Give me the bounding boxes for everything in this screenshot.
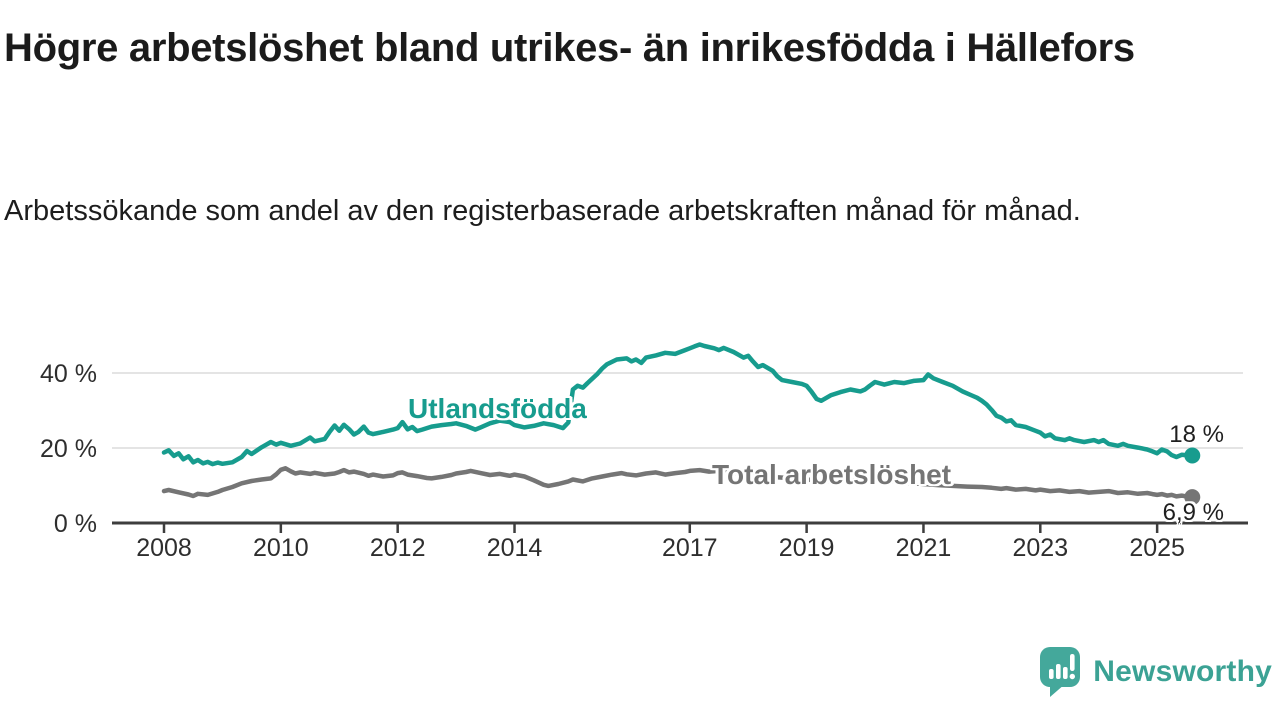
newsworthy-logo-text: Newsworthy (1093, 655, 1272, 688)
y-axis-label: 20 % (40, 435, 97, 463)
x-axis-label: 2021 (895, 534, 952, 562)
series-label-utlandsfodda: Utlandsfödda (408, 393, 587, 424)
x-axis-label: 2012 (369, 534, 426, 562)
series-end-dot-0 (1184, 447, 1201, 464)
x-axis-label: 2017 (661, 534, 718, 562)
x-axis-label: 2019 (778, 534, 835, 562)
x-axis-label: 2010 (253, 534, 309, 562)
x-axis-label: 2014 (486, 534, 543, 562)
series-line-1 (161, 466, 1192, 500)
x-axis-label: 2023 (1012, 534, 1069, 562)
x-axis-label: 2008 (136, 534, 192, 562)
page-subtitle: Arbetssökande som andel av den registerb… (4, 195, 1081, 227)
newsworthy-logo: Newsworthy (1037, 646, 1272, 698)
x-axis-label: 2025 (1129, 534, 1185, 562)
series-line-0 (161, 342, 1192, 467)
end-value-total-arbetsloshet: 6,9 % (1162, 499, 1224, 526)
page-title: Högre arbetslöshet bland utrikes- än inr… (4, 26, 1135, 70)
series-label-total-arbetsloshet: Total arbetslöshet (712, 459, 952, 490)
newsworthy-logo-icon (1040, 647, 1081, 697)
y-axis-label: 0 % (53, 510, 97, 538)
y-axis-label: 40 % (40, 360, 97, 388)
end-value-utlandsfodda: 18 % (1169, 421, 1224, 448)
series-end-dot-1 (1184, 489, 1201, 506)
